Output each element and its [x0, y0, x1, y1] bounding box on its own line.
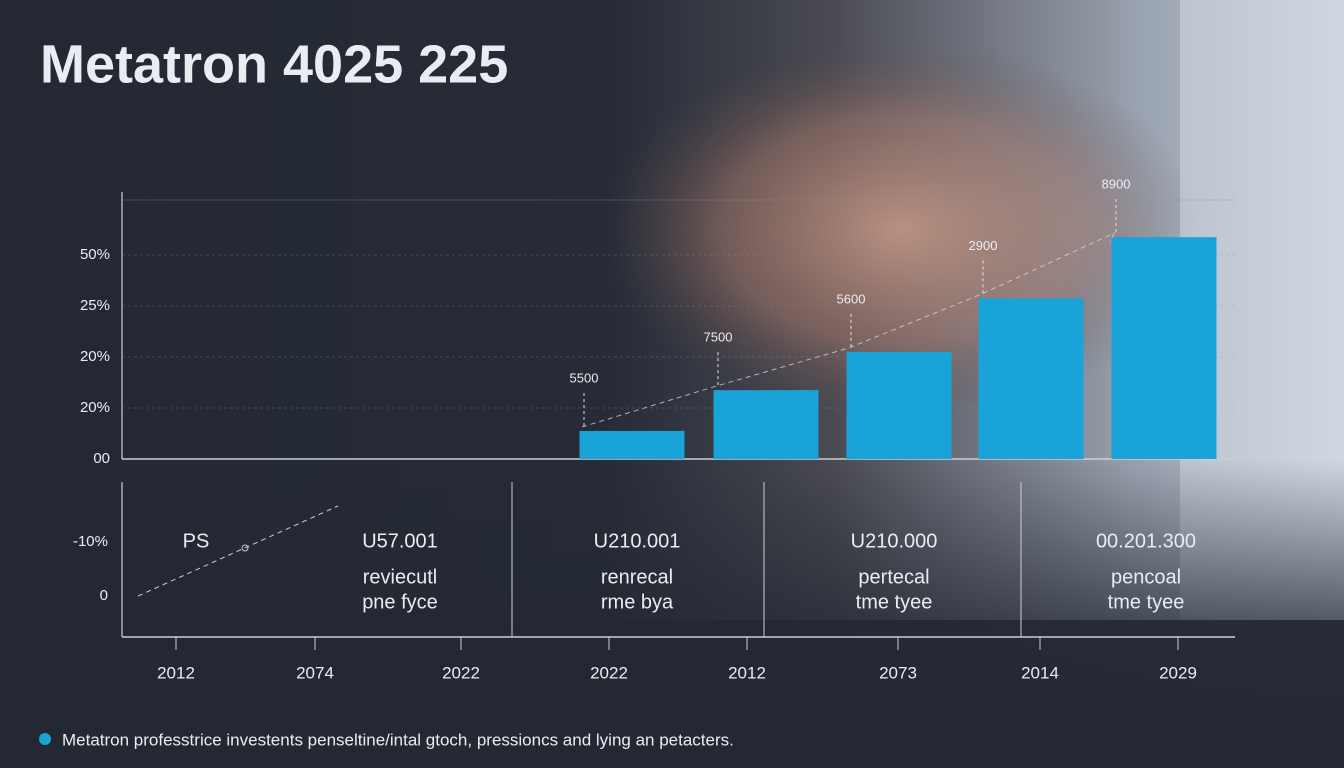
x-tick-label: 2029 [1159, 663, 1197, 682]
lower-y-label: 0 [100, 587, 108, 604]
cell-line: pertecal [858, 566, 929, 588]
x-tick-label: 2012 [728, 663, 766, 682]
footnote-bullet [39, 733, 51, 745]
cell-line: rme bya [601, 591, 674, 613]
cell-head: U210.001 [594, 530, 681, 552]
x-tick-label: 2022 [442, 663, 480, 682]
y-tick-label: 25% [80, 297, 110, 314]
cell-line: renrecal [601, 566, 673, 588]
dot [241, 544, 249, 552]
annotation: 5600 [837, 291, 866, 306]
annotation: 7500 [704, 330, 733, 345]
y-tick-label: 50% [80, 246, 110, 263]
cell-head: 00.201.300 [1096, 530, 1196, 552]
cell-head: U210.000 [851, 530, 938, 552]
x-tick-label: 2074 [296, 663, 334, 682]
bar [713, 390, 819, 459]
cell-head: U57.001 [362, 530, 438, 552]
bar [846, 351, 952, 459]
cell-line: pencoal [1111, 566, 1181, 588]
annotation: 2900 [969, 238, 998, 253]
dashed-line [137, 505, 339, 597]
bar [978, 298, 1084, 459]
y-tick-label: 20% [80, 399, 110, 416]
cell-line: reviecutl [363, 566, 437, 588]
cell-line: tme tyee [856, 591, 933, 613]
trend-line [581, 232, 1116, 428]
lower-y-label: -10% [73, 533, 108, 550]
x-tick-label: 2073 [879, 663, 917, 682]
y-tick-label: 20% [80, 348, 110, 365]
footnote: Metatron professtrice investents penselt… [62, 730, 734, 749]
cell-line: pne fyce [362, 591, 438, 613]
y-tick-label: 00 [93, 450, 110, 467]
x-tick-label: 2012 [157, 663, 195, 682]
footer-band [0, 620, 1344, 768]
annotation: 5500 [570, 370, 599, 385]
cell-line: tme tyee [1108, 591, 1185, 613]
x-tick-label: 2022 [590, 663, 628, 682]
bar [579, 430, 685, 459]
chart-title: Metatron 4025 225 [40, 34, 508, 94]
bar [1111, 237, 1217, 459]
annotation: 8900 [1102, 177, 1131, 192]
x-tick-label: 2014 [1021, 663, 1059, 682]
legend-label: PS [183, 530, 210, 552]
